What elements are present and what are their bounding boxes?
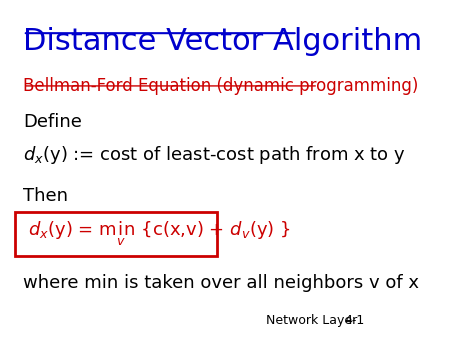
- Text: $d_x$(y) := cost of least-cost path from x to y: $d_x$(y) := cost of least-cost path from…: [23, 144, 405, 166]
- Text: $d_x$(y) = m$\underset{v}{\rm i}$n {c(x,v) + $d_v$(y) }: $d_x$(y) = m$\underset{v}{\rm i}$n {c(x,…: [28, 220, 291, 248]
- Text: Then: Then: [23, 187, 68, 205]
- Text: 4-1: 4-1: [344, 314, 364, 327]
- Text: Distance Vector Algorithm: Distance Vector Algorithm: [23, 27, 422, 56]
- Text: Bellman-Ford Equation (dynamic programming): Bellman-Ford Equation (dynamic programmi…: [23, 77, 418, 95]
- FancyBboxPatch shape: [15, 212, 217, 256]
- Text: Network Layer: Network Layer: [266, 314, 357, 327]
- Text: Define: Define: [23, 113, 82, 131]
- Text: where min is taken over all neighbors v of x: where min is taken over all neighbors v …: [23, 274, 419, 292]
